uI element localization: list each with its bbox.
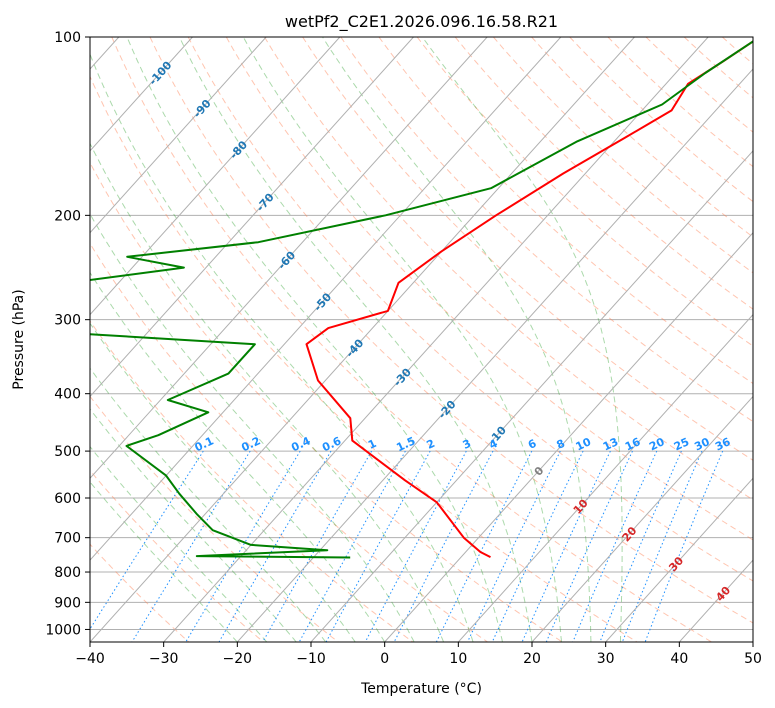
y-tick-label: 800 bbox=[54, 565, 81, 581]
moist-adiabat bbox=[90, 367, 327, 642]
y-tick-label: 500 bbox=[54, 444, 81, 460]
dry-adiabat bbox=[90, 161, 563, 642]
mixing-ratio-line bbox=[298, 450, 406, 642]
temperature-profile bbox=[305, 40, 753, 558]
dry-adiabat bbox=[90, 543, 190, 642]
dewpoint-profile bbox=[90, 40, 753, 559]
mixing-ratio-line bbox=[262, 450, 373, 642]
moist-adiabat bbox=[90, 52, 474, 642]
x-tick-label: 20 bbox=[523, 651, 541, 667]
y-tick-label: 100 bbox=[54, 30, 81, 46]
moist-adiabat bbox=[90, 271, 386, 642]
dry-adiabat bbox=[90, 75, 638, 642]
dry-adiabat bbox=[187, 37, 753, 582]
isotherm-line bbox=[90, 37, 341, 316]
mixing-ratio-label: 36 bbox=[713, 435, 733, 453]
x-tick-label: 50 bbox=[744, 651, 762, 667]
plot-frame bbox=[89, 36, 754, 643]
mixing-ratio-lines bbox=[90, 450, 724, 642]
plot-area: -100-90-80-70-60-50-40-30-20-10010203040… bbox=[90, 37, 753, 642]
y-tick-label: 300 bbox=[54, 313, 81, 329]
x-axis: −40 −30 −20 −10 0 10 20 30 40 50 bbox=[75, 642, 762, 667]
isotherm-line bbox=[310, 150, 753, 642]
isotherm-line bbox=[90, 37, 414, 398]
y-tick-label: 1000 bbox=[45, 622, 81, 638]
dry-adiabat bbox=[149, 37, 753, 624]
mixing-ratio-label: 25 bbox=[672, 435, 691, 453]
dry-adiabat bbox=[90, 395, 339, 642]
mixing-ratio-label: 10 bbox=[574, 435, 594, 453]
dry-adiabat bbox=[90, 242, 488, 642]
isotherm-line bbox=[163, 37, 709, 642]
isotherm-line bbox=[90, 37, 562, 561]
y-axis: 100 200 300 400 500 600 700 800 900 1000 bbox=[45, 30, 90, 638]
mixing-ratio-line bbox=[521, 450, 611, 642]
dry-adiabat bbox=[302, 37, 753, 461]
y-tick-label: 700 bbox=[54, 531, 81, 547]
y-axis-label: Pressure (hPa) bbox=[11, 289, 27, 389]
mixing-ratio-line bbox=[325, 450, 431, 642]
isotherm-line bbox=[90, 37, 267, 234]
pressure-gridlines bbox=[90, 37, 753, 630]
isotherm-line bbox=[90, 37, 193, 152]
isotherm-line bbox=[457, 313, 753, 642]
mixing-ratio-label: 16 bbox=[623, 435, 643, 453]
mixing-ratio-line bbox=[621, 450, 703, 642]
isotherm-line bbox=[384, 231, 753, 642]
x-axis-label: Temperature (°C) bbox=[360, 681, 482, 697]
y-tick-label: 400 bbox=[54, 387, 81, 403]
moist-adiabat bbox=[90, 481, 238, 642]
moist-adiabat bbox=[322, 37, 592, 642]
isotherm-line bbox=[90, 37, 635, 642]
mixing-ratio-label: 30 bbox=[692, 435, 712, 453]
x-tick-label: −10 bbox=[296, 651, 326, 667]
x-tick-label: −20 bbox=[223, 651, 253, 667]
mixing-ratio-line bbox=[131, 450, 251, 642]
moist-adiabat bbox=[178, 37, 533, 642]
x-tick-label: −40 bbox=[75, 651, 105, 667]
isotherm-line bbox=[90, 37, 488, 480]
mixing-ratio-line bbox=[644, 450, 724, 642]
mixing-ratio-label: 20 bbox=[647, 435, 667, 453]
isotherm-line bbox=[605, 477, 753, 642]
dry-adiabat bbox=[378, 37, 753, 385]
isotherms bbox=[90, 37, 753, 642]
x-tick-label: 10 bbox=[449, 651, 467, 667]
moist-adiabat bbox=[421, 37, 623, 642]
dry-adiabat bbox=[340, 37, 753, 423]
moist-adiabat bbox=[90, 322, 356, 642]
x-tick-label: −30 bbox=[149, 651, 179, 667]
mixing-ratio-line bbox=[467, 450, 561, 642]
mixing-ratio-line bbox=[435, 450, 533, 642]
dry-adiabat bbox=[264, 37, 753, 501]
y-tick-label: 200 bbox=[54, 208, 81, 224]
moist-adiabat bbox=[242, 37, 562, 642]
x-tick-label: 30 bbox=[597, 651, 615, 667]
moist-adiabat bbox=[90, 142, 445, 642]
profiles bbox=[90, 40, 753, 559]
mixing-ratio-line bbox=[364, 450, 467, 642]
moist-adiabat bbox=[90, 445, 268, 642]
chart-title: wetPf2_C2E1.2026.096.16.58.R21 bbox=[285, 12, 558, 32]
isotherm-line bbox=[236, 68, 753, 642]
moist-adiabat bbox=[126, 37, 503, 642]
y-tick-label: 900 bbox=[54, 595, 81, 611]
isotherm-line bbox=[531, 395, 753, 642]
x-tick-label: 40 bbox=[670, 651, 688, 667]
mixing-ratio-label: 13 bbox=[601, 435, 620, 453]
y-tick-label: 600 bbox=[54, 491, 81, 507]
x-tick-label: 0 bbox=[380, 651, 389, 667]
mixing-ratio-line bbox=[545, 450, 633, 642]
